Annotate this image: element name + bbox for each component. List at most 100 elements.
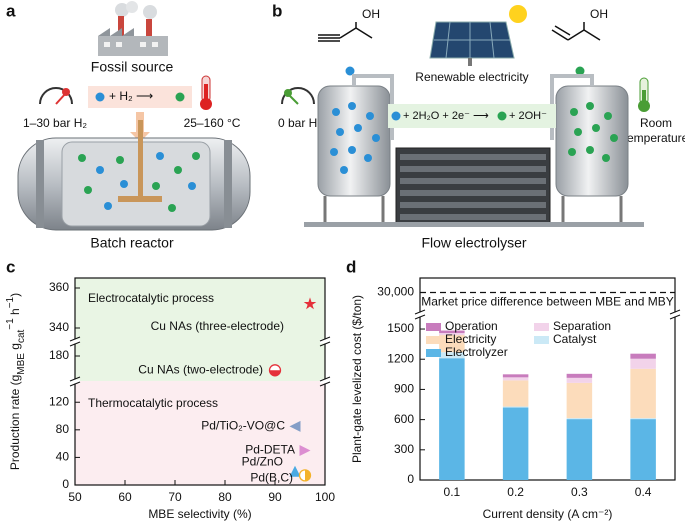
data-point xyxy=(298,469,312,482)
left-tank xyxy=(317,85,391,222)
group-label: OH xyxy=(590,7,608,21)
reactant-dot xyxy=(391,111,401,121)
y-tick-label: 360 xyxy=(49,280,69,294)
bar-segment xyxy=(566,373,593,378)
bar-segment xyxy=(502,407,529,480)
axis-break xyxy=(319,341,331,347)
reactant-dot xyxy=(95,92,105,102)
pressure-label: 0 bar H₂ xyxy=(278,116,322,130)
data-point xyxy=(303,297,317,310)
axis-break-gap xyxy=(320,379,330,384)
electrolyser-stack xyxy=(304,147,644,227)
y-tick-label: 1500 xyxy=(387,321,414,335)
pressure-gauge xyxy=(281,87,315,105)
axis-break xyxy=(319,376,331,382)
bar-segment xyxy=(566,418,593,420)
batch-reactor xyxy=(17,120,251,231)
temperature-label: temperature xyxy=(624,131,685,145)
y-axis-label-part: −1 xyxy=(5,296,16,308)
reactant-dot xyxy=(345,66,355,76)
bar-segment xyxy=(502,406,529,408)
y-tick-label: 120 xyxy=(49,394,69,408)
temperature-label: 25–160 °C xyxy=(184,116,241,130)
marker-fill xyxy=(269,370,281,376)
bar-segment xyxy=(502,377,529,381)
legend-label: Separation xyxy=(553,319,611,333)
region-label: Thermocatalytic process xyxy=(88,396,218,410)
legend-label: Electricity xyxy=(445,332,496,346)
legend-swatch xyxy=(426,349,441,357)
axis-break xyxy=(69,381,81,387)
data-point xyxy=(299,445,311,457)
reaction-label: + H₂ ⟶ xyxy=(109,89,153,103)
panel-label: d xyxy=(346,257,356,276)
alkyne-structure xyxy=(318,22,373,42)
point-label: Pd(B,C) xyxy=(250,471,293,485)
point-label: Cu NAs (three-electrode) xyxy=(151,319,284,333)
device-label: Flow electrolyser xyxy=(421,235,526,251)
solar-panel xyxy=(429,5,527,66)
y-tick-label: 0 xyxy=(407,472,414,486)
alkene-structure xyxy=(551,22,601,41)
axis-break-gap xyxy=(70,339,80,344)
product-dot xyxy=(575,66,585,76)
group-label: OH xyxy=(362,7,380,21)
reaction-box xyxy=(88,86,192,108)
bar-segment xyxy=(630,358,656,369)
right-tank xyxy=(555,85,629,222)
reaction-label: + 2H₂O + 2e⁻ ⟶ xyxy=(403,110,489,122)
thermometer xyxy=(200,75,212,110)
reaction-box xyxy=(388,104,556,128)
y-axis-label-part: cat xyxy=(16,329,27,343)
y-tick-label: 600 xyxy=(394,412,414,426)
reactor-label: Batch reactor xyxy=(90,235,174,251)
y-tick-label: 300 xyxy=(394,442,414,456)
x-axis-label: Current density (A cm⁻²) xyxy=(483,507,613,521)
data-point xyxy=(289,465,301,477)
axis-break xyxy=(669,314,681,320)
axis-break-gap xyxy=(415,312,425,317)
source-label: Fossil source xyxy=(91,59,174,75)
y-tick-label: 30,000 xyxy=(377,285,414,299)
region xyxy=(75,381,325,485)
axis-break xyxy=(319,381,331,387)
point-label: Pd/ZnO xyxy=(242,454,283,468)
axis-break xyxy=(414,314,426,320)
bar-segment xyxy=(566,377,593,383)
y-tick-label: 0 xyxy=(62,477,69,491)
x-tick-label: 70 xyxy=(168,490,182,504)
bar-segment xyxy=(439,352,465,359)
plot-frame xyxy=(419,277,676,481)
bar-segment xyxy=(439,358,465,480)
reaction-label: + 2OH⁻ xyxy=(509,110,547,122)
y-tick-label: 80 xyxy=(56,422,70,436)
axis-break xyxy=(69,376,81,382)
bar-segment xyxy=(502,374,529,378)
axis-break-gap xyxy=(670,312,680,317)
factory-icon xyxy=(98,1,168,56)
bar-segment xyxy=(566,419,593,480)
x-tick-label: 90 xyxy=(268,490,282,504)
y-axis-label-part: MBE xyxy=(16,353,27,375)
y-axis-label-part: h xyxy=(8,308,22,318)
panel-label: b xyxy=(272,1,282,20)
product-dot xyxy=(175,92,185,102)
y-axis-label: Plant-gate levelized cost ($/ton) xyxy=(350,295,364,463)
bar-segment xyxy=(630,418,656,420)
y-tick-label: 900 xyxy=(394,382,414,396)
x-tick-label: 100 xyxy=(315,490,335,504)
x-tick-label: 50 xyxy=(68,490,82,504)
bar-segment xyxy=(439,335,465,353)
bar-segment xyxy=(630,368,656,419)
y-axis-label-part: −1 xyxy=(5,318,16,330)
x-tick-label: 0.1 xyxy=(444,485,461,499)
y-axis-label-part: ) xyxy=(8,293,22,297)
electricity-label: Renewable electricity xyxy=(415,70,528,84)
data-point xyxy=(289,420,301,432)
y-axis-label-part: g xyxy=(8,343,22,353)
region-label: Electrocatalytic process xyxy=(88,291,214,305)
bar-segment xyxy=(630,353,656,359)
axis-break xyxy=(69,341,81,347)
y-axis-label-part: Production rate (g xyxy=(8,375,22,470)
